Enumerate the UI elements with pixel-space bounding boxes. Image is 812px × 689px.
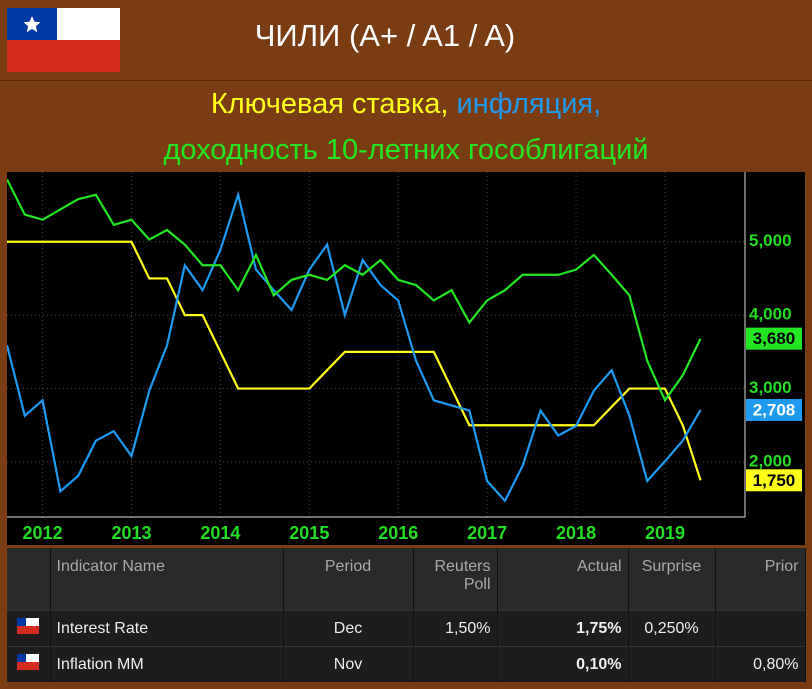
column-header: Surprise <box>628 548 716 611</box>
row-flag <box>17 654 40 670</box>
y-tick-label: 3,000 <box>749 378 792 397</box>
legend-rate: Ключевая ставка, <box>210 88 449 120</box>
x-tick-label: 2012 <box>23 523 63 543</box>
chart-bg <box>7 172 805 545</box>
cell: Inflation MM <box>50 646 284 682</box>
row-flag <box>17 618 40 634</box>
cell <box>715 610 806 647</box>
cell: 0,80% <box>715 646 806 682</box>
value-label-box <box>746 327 802 350</box>
cell: 0,250% <box>628 610 716 647</box>
table-header: Indicator Name Period Reuters Poll Actua… <box>7 548 806 611</box>
y-tick-label: 2,000 <box>749 451 792 470</box>
x-tick-label: 2014 <box>200 523 240 543</box>
table-row: Interest Rate Dec 1,50% 1,75% 0,250% <box>7 610 806 647</box>
cell: Dec <box>283 610 414 647</box>
y-tick-label: 5,000 <box>749 231 792 250</box>
table-row: Inflation MM Nov 0,10% 0,80% <box>7 646 806 682</box>
value-label: 3,680 <box>753 329 796 348</box>
x-tick-label: 2013 <box>111 523 151 543</box>
value-label-box <box>746 398 802 421</box>
title: ЧИЛИ (A+ / A1 / A) <box>254 18 516 53</box>
x-tick-label: 2017 <box>467 523 507 543</box>
series-line <box>7 240 702 481</box>
flag <box>7 8 120 72</box>
cell <box>628 646 716 682</box>
x-tick-label: 2016 <box>378 523 418 543</box>
series-line <box>7 178 702 403</box>
y-tick-label: 4,000 <box>749 305 792 324</box>
x-tick-label: 2015 <box>289 523 329 543</box>
column-header: Period <box>283 548 414 611</box>
cell: 0,10% <box>497 646 629 682</box>
column-header: Reuters Poll <box>413 548 498 611</box>
cell: Interest Rate <box>50 610 284 647</box>
header: ЧИЛИ (A+ / A1 / A) <box>0 0 812 78</box>
column-header: Prior <box>715 548 806 611</box>
value-label: 1,750 <box>753 471 796 490</box>
subtitle: Ключевая ставка, инфляция, доходность 10… <box>0 80 812 173</box>
cell: 1,50% <box>413 610 498 647</box>
legend-yield: доходность 10-летних гособлигаций <box>163 134 649 166</box>
value-label-box <box>746 469 802 492</box>
cell: 1,75% <box>497 610 629 647</box>
legend-inflation: инфляция, <box>456 88 602 120</box>
cell: Nov <box>283 646 414 682</box>
x-tick-label: 2019 <box>645 523 685 543</box>
value-label: 2,708 <box>753 400 796 419</box>
column-header: Actual <box>497 548 629 611</box>
column-header: Indicator Name <box>50 548 284 611</box>
series-line <box>7 190 702 503</box>
cell <box>413 646 498 682</box>
x-tick-label: 2018 <box>556 523 596 543</box>
indicator-table: Indicator Name Period Reuters Poll Actua… <box>7 548 806 682</box>
chart: 2,000 3,000 4,000 5,000 2012 2013 2014 2015 2016… <box>7 172 805 545</box>
